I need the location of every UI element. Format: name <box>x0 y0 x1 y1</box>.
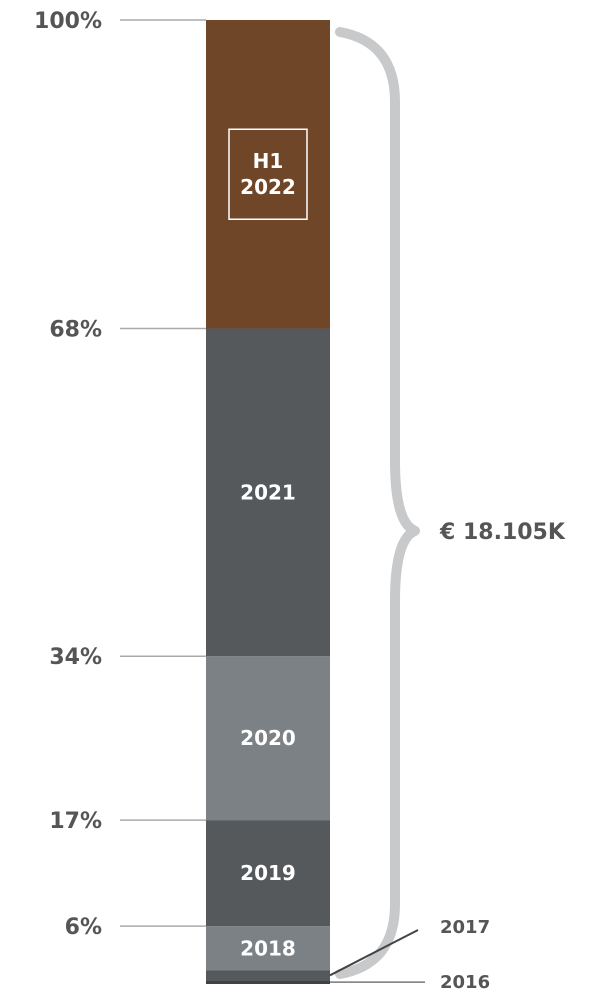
outside-label: 2016 <box>440 972 490 989</box>
segment-label: 2021 <box>240 480 296 504</box>
brace-shape <box>335 27 420 979</box>
segment-label: 2022 <box>240 175 296 199</box>
bar-segment-2018 <box>206 926 330 971</box>
bar-segment-2019 <box>206 820 330 927</box>
leader-line <box>329 929 419 977</box>
segment-label: 2019 <box>240 861 296 885</box>
outside-segment-labels: 2017 2016 <box>329 917 490 989</box>
tick-label: 100% <box>34 9 102 34</box>
segment-label: 2018 <box>240 936 296 960</box>
total-value-label: € 18.105K <box>439 520 566 545</box>
bar-segment-2020 <box>206 656 330 821</box>
tick-label: 68% <box>49 317 102 342</box>
segment-label: H1 <box>253 149 284 173</box>
bar-segment-2017 <box>206 970 330 981</box>
tick-label: 6% <box>65 915 102 940</box>
bar-segments <box>206 20 330 984</box>
tick-label: 34% <box>49 645 102 670</box>
segment-label: 2020 <box>240 726 296 750</box>
outside-label: 2017 <box>440 917 490 938</box>
y-axis-ticks: 100% 68% 34% 17% 6% <box>34 9 206 940</box>
tick-label: 17% <box>49 809 102 834</box>
bar-segment-2016 <box>206 980 330 984</box>
bar-segment-h1-2022 <box>206 20 330 329</box>
total-brace: € 18.105K <box>335 27 566 979</box>
segment-label-box <box>228 128 308 220</box>
bar-segment-2021 <box>206 328 330 657</box>
